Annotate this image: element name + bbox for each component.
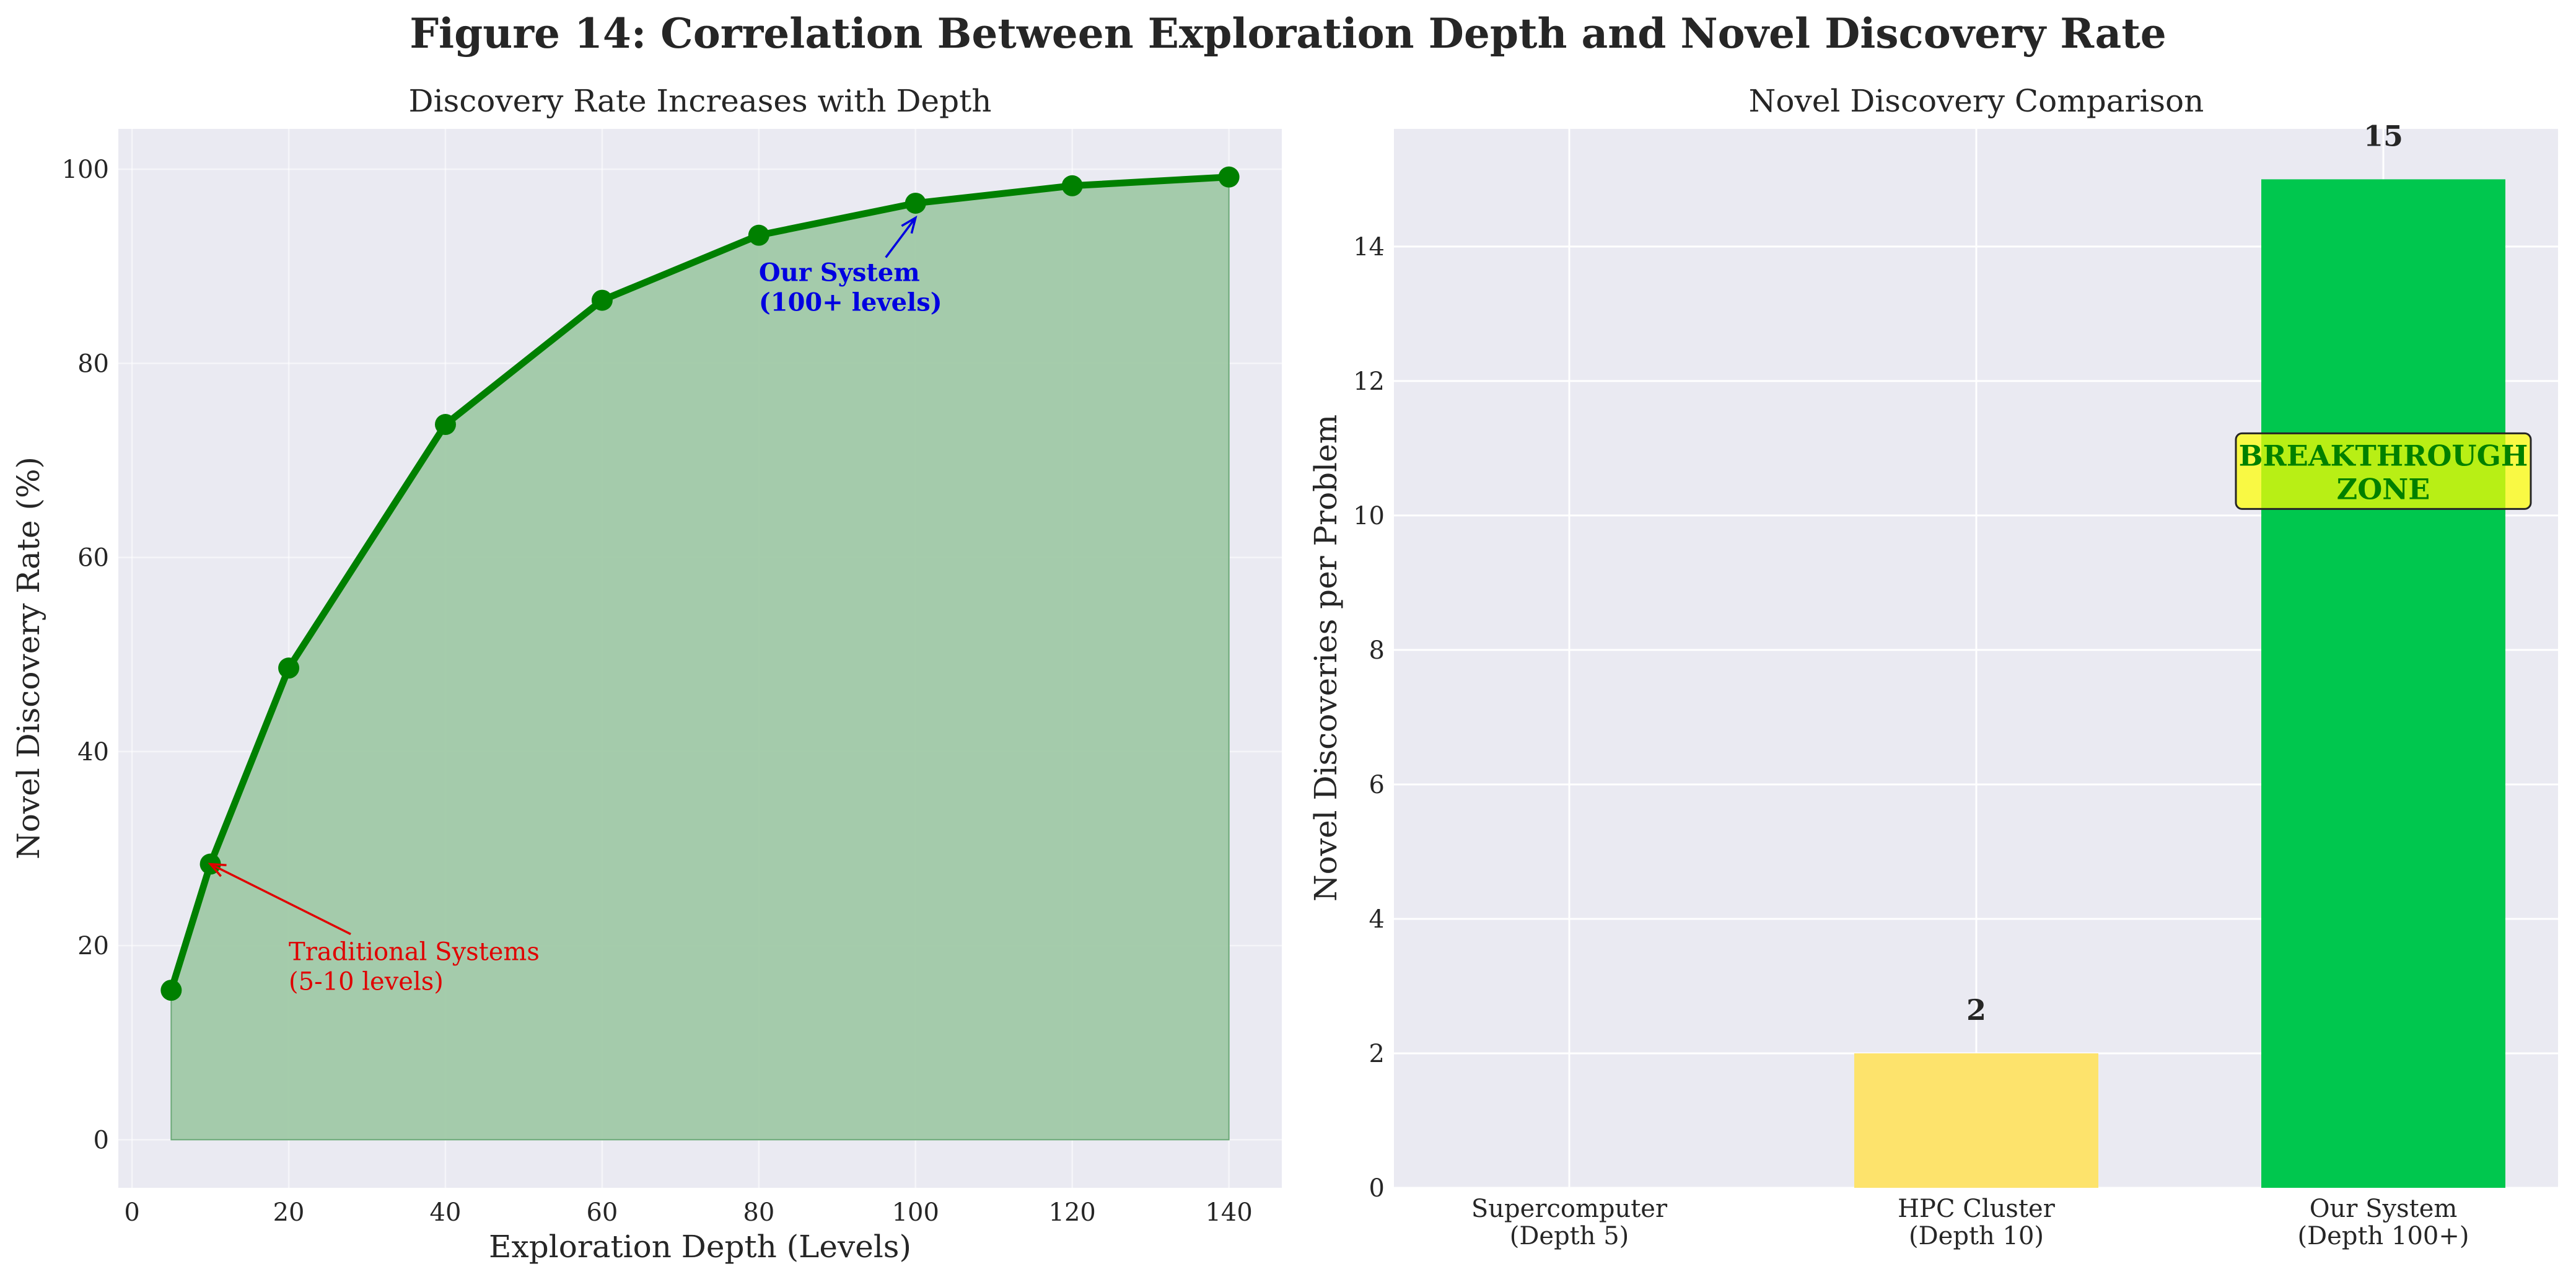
right-y-tick-label: 8	[1369, 636, 1385, 665]
category-label: HPC Cluster(Depth 10)	[1898, 1195, 2056, 1250]
data-point-marker	[435, 414, 456, 435]
data-point-marker	[278, 657, 299, 678]
left-x-tick-label: 120	[1049, 1198, 1096, 1227]
left-x-tick-label: 0	[124, 1198, 139, 1227]
left-y-tick-label: 60	[77, 544, 109, 573]
bar-3	[2261, 179, 2505, 1188]
right-x-ticks: Supercomputer(Depth 5)HPC Cluster(Depth …	[1471, 1195, 2469, 1250]
bar-2	[1854, 1053, 2098, 1188]
annotation-our-system: Our System(100+ levels)	[759, 258, 942, 317]
left-x-tick-label: 80	[743, 1198, 774, 1227]
data-point-marker	[592, 290, 613, 311]
bar-value-label: 2	[1966, 993, 1986, 1027]
left-x-tick-label: 60	[586, 1198, 618, 1227]
left-x-tick-label: 100	[892, 1198, 939, 1227]
left-x-tick-label: 40	[430, 1198, 462, 1227]
data-point-marker	[1062, 175, 1083, 196]
right-y-tick-label: 12	[1353, 367, 1385, 396]
left-x-tick-label: 20	[273, 1198, 305, 1227]
left-y-axis-label: Novel Discovery Rate (%)	[11, 457, 46, 859]
left-x-axis-label: Exploration Depth (Levels)	[489, 1229, 911, 1265]
left-y-tick-label: 100	[62, 156, 109, 184]
right-y-tick-label: 10	[1353, 502, 1385, 530]
right-y-tick-label: 0	[1369, 1174, 1385, 1203]
category-label: Our System(Depth 100+)	[2298, 1195, 2469, 1250]
bar-value-label: 15	[2364, 119, 2403, 152]
data-point-marker	[748, 225, 769, 246]
right-y-tick-label: 4	[1369, 905, 1385, 934]
right-y-tick-label: 14	[1353, 233, 1385, 261]
left-y-tick-label: 20	[77, 932, 109, 960]
left-x-tick-label: 140	[1205, 1198, 1252, 1227]
right-y-tick-label: 6	[1369, 771, 1385, 799]
right-y-axis-label: Novel Discoveries per Problem	[1308, 415, 1344, 902]
left-chart: Traditional Systems(5-10 levels)Our Syst…	[11, 83, 1282, 1265]
right-chart-title: Novel Discovery Comparison	[1749, 83, 2204, 119]
figure-title: Figure 14: Correlation Between Explorati…	[410, 9, 2166, 58]
data-point-marker	[1219, 167, 1240, 188]
right-y-tick-label: 2	[1369, 1040, 1385, 1068]
left-y-tick-label: 80	[77, 349, 109, 378]
left-y-tick-label: 40	[77, 738, 109, 766]
breakthrough-zone-label: BREAKTHROUGHZONE	[2236, 433, 2531, 509]
data-point-marker	[905, 193, 926, 214]
left-y-tick-label: 0	[94, 1126, 109, 1154]
left-chart-title: Discovery Rate Increases with Depth	[409, 83, 992, 119]
data-point-marker	[160, 980, 182, 1001]
right-chart: 2 15 BREAKTHROUGHZONE Supercomputer(Depth…	[1308, 83, 2558, 1250]
